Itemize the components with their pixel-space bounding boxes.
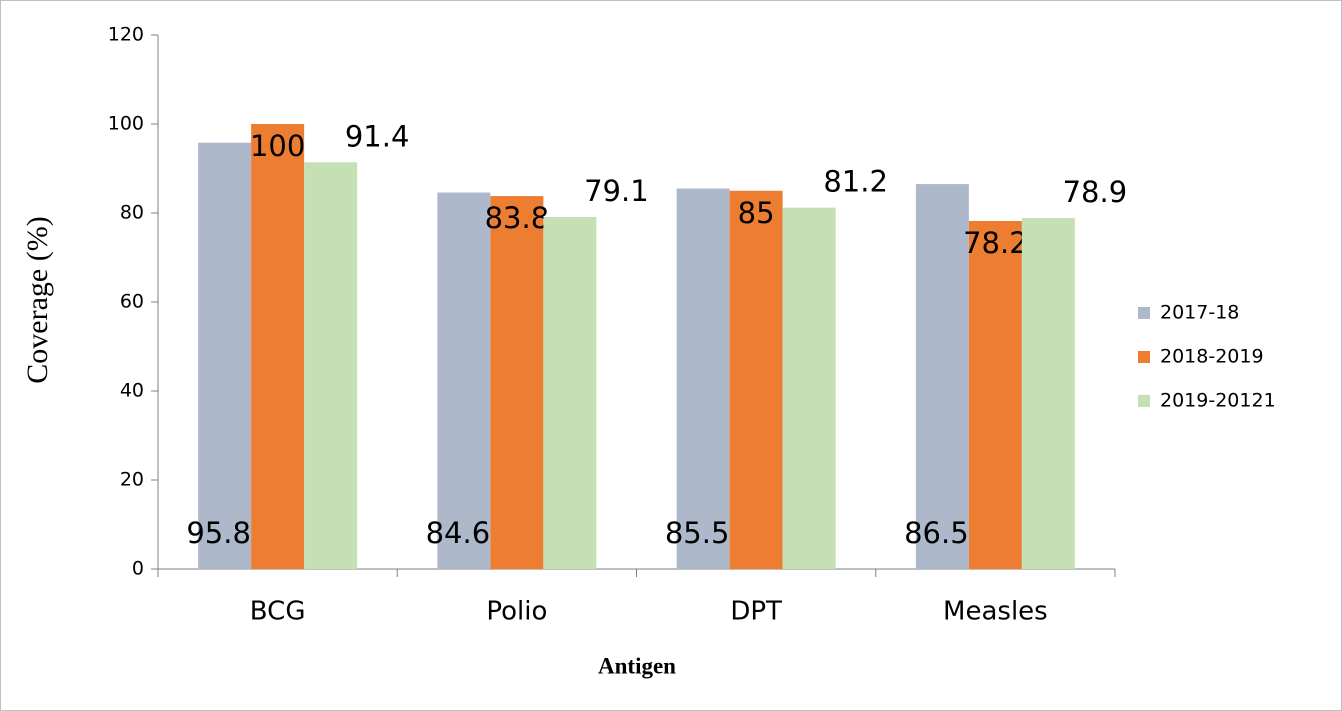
bar: [304, 162, 358, 569]
y-axis-label: Coverage (%): [21, 216, 54, 383]
y-tick-label: 60: [120, 291, 144, 313]
bar: [251, 124, 305, 569]
x-axis-label: Antigen: [598, 653, 676, 678]
bar: [782, 207, 836, 569]
bar: [543, 217, 597, 569]
data-label: 91.4: [345, 119, 410, 153]
data-label: 81.2: [823, 165, 888, 199]
y-tick-label: 100: [108, 113, 144, 135]
x-tick-label: BCG: [250, 597, 306, 627]
data-label: 85.5: [665, 516, 730, 550]
legend-label: 2019-20121: [1160, 390, 1276, 412]
bar: [915, 184, 969, 569]
y-tick-label: 0: [132, 558, 144, 580]
data-label: 86.5: [904, 516, 969, 550]
data-label: 79.1: [584, 174, 649, 208]
bar: [729, 190, 783, 569]
y-tick-label: 40: [120, 380, 144, 402]
data-label: 84.6: [426, 516, 491, 550]
legend-label: 2017-18: [1160, 302, 1239, 324]
bar: [198, 142, 252, 569]
y-tick-label: 80: [120, 202, 144, 224]
legend-label: 2018-2019: [1160, 346, 1264, 368]
legend-swatch: [1138, 395, 1150, 407]
bar: [676, 188, 730, 569]
x-tick-label: DPT: [730, 597, 782, 627]
data-label: 100: [250, 129, 305, 163]
legend-swatch: [1138, 307, 1150, 319]
bar: [437, 192, 491, 569]
data-label: 78.9: [1063, 175, 1128, 209]
data-label: 95.8: [186, 516, 251, 550]
y-tick-label: 20: [120, 469, 144, 491]
x-tick-label: Measles: [943, 597, 1048, 627]
data-label: 85: [738, 196, 775, 230]
x-tick-label: Polio: [486, 597, 547, 627]
y-tick-label: 120: [108, 24, 144, 46]
bar: [1021, 217, 1075, 569]
bar: [968, 221, 1022, 569]
legend-swatch: [1138, 351, 1150, 363]
data-label: 78.2: [963, 226, 1028, 260]
data-label: 83.8: [485, 201, 550, 235]
bar: [490, 196, 544, 569]
